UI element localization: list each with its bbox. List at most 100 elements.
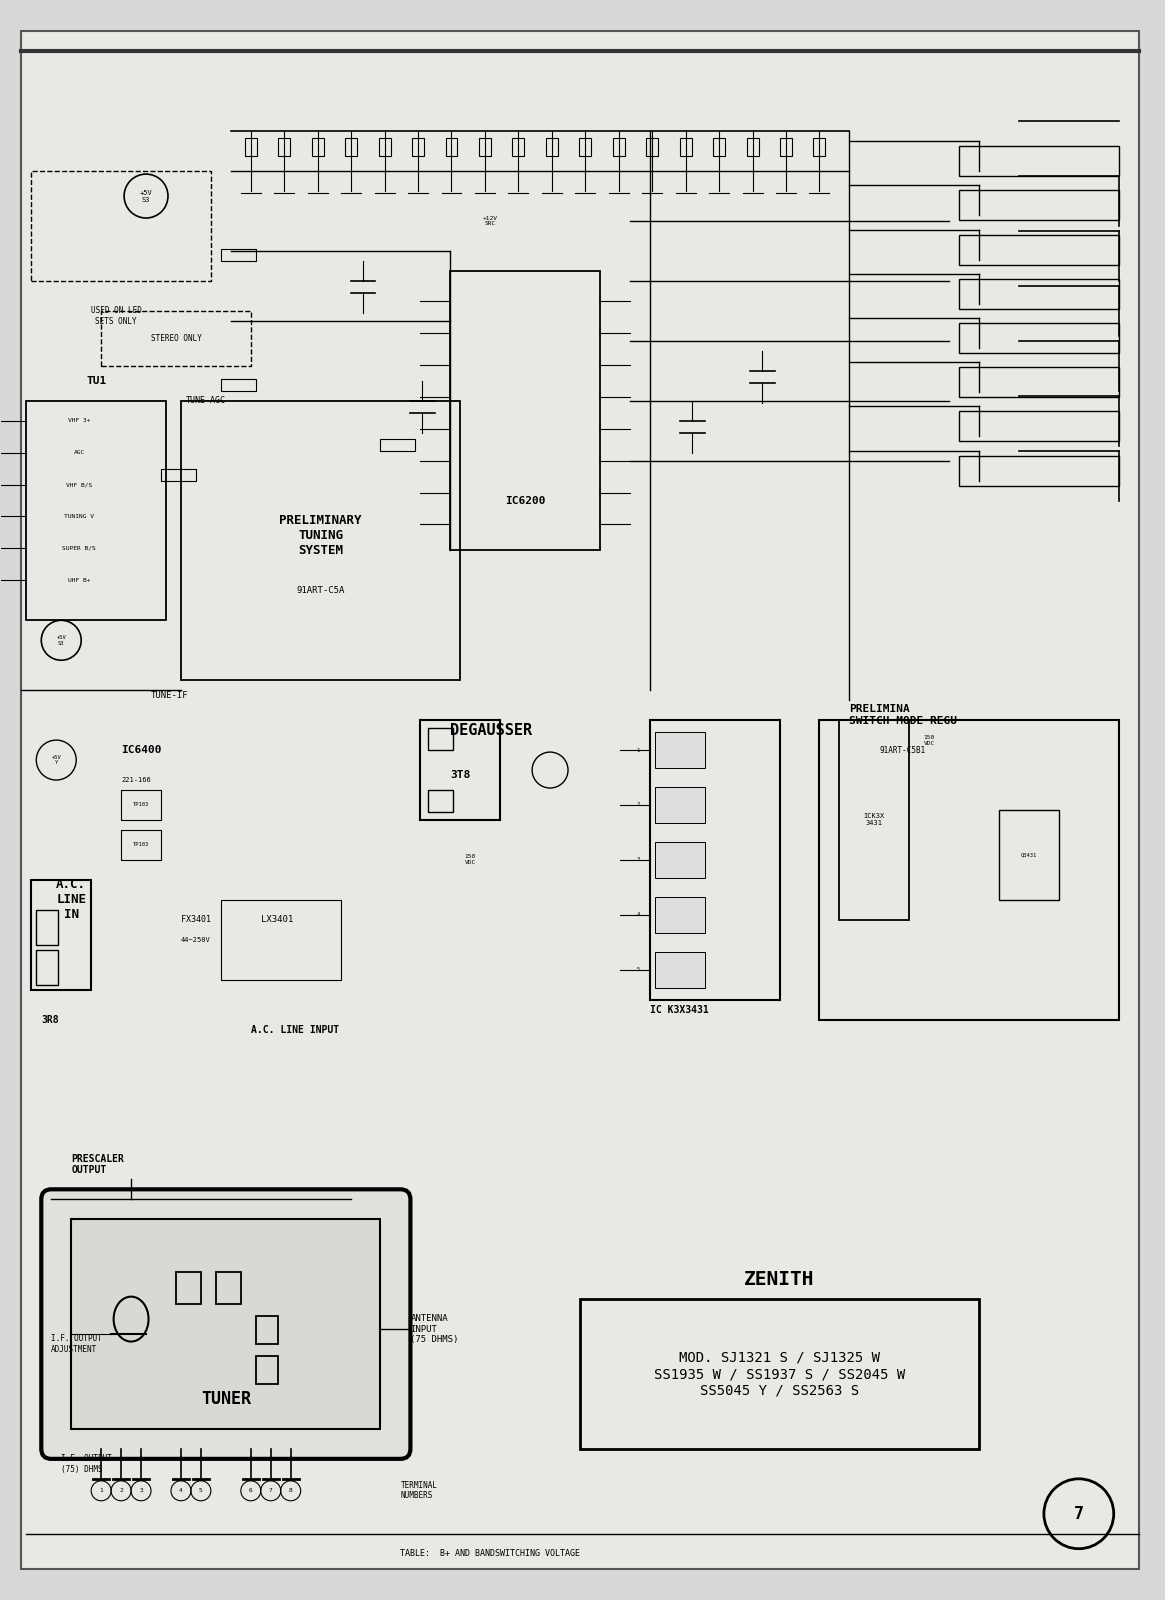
Bar [121,830,161,859]
Bar [650,720,779,1000]
Text: 5: 5 [199,1488,203,1493]
Text: IC6400: IC6400 [121,746,162,755]
Text: VHF 3+: VHF 3+ [68,418,91,422]
Bar [655,787,705,822]
Bar [647,138,658,157]
Text: SUPER B/S: SUPER B/S [63,546,96,550]
Bar [181,400,460,680]
Text: 3T8: 3T8 [450,770,471,781]
Text: 8: 8 [289,1488,292,1493]
Bar [959,456,1118,485]
Text: 3: 3 [636,858,640,862]
Text: 7: 7 [1074,1504,1083,1523]
Bar [655,952,705,987]
Bar [959,411,1118,442]
Bar [546,138,558,157]
Text: IC6200: IC6200 [504,496,545,506]
Text: A.C. LINE INPUT: A.C. LINE INPUT [250,1024,339,1035]
Bar [36,910,58,944]
Bar [655,733,705,768]
Text: I.F. OUTPUT
(75) DHMS: I.F. OUTPUT (75) DHMS [62,1454,112,1474]
Bar [747,138,758,157]
Text: 3R8: 3R8 [41,1014,59,1024]
Text: TABLE:  B+ AND BANDSWITCHING VOLTAGE: TABLE: B+ AND BANDSWITCHING VOLTAGE [401,1549,580,1558]
Text: MOD. SJ1321 S / SJ1325 W
SS1935 W / SS1937 S / SS2045 W
SS5045 Y / SS2563 S: MOD. SJ1321 S / SJ1325 W SS1935 W / SS19… [654,1350,905,1397]
Bar [959,278,1118,309]
Bar [221,379,256,390]
Bar [36,950,58,984]
Text: TP103: TP103 [133,843,149,848]
Bar [245,138,256,157]
Bar [819,720,1118,1019]
Bar [655,898,705,933]
Bar [221,250,256,261]
Bar [161,469,196,480]
Bar [959,190,1118,221]
Text: +5V
Y: +5V Y [51,755,61,765]
Text: TP103: TP103 [133,803,149,808]
Bar [959,146,1118,176]
Text: PRELIMINARY
TUNING
SYSTEM: PRELIMINARY TUNING SYSTEM [280,514,362,557]
Text: ZENITH: ZENITH [744,1270,814,1288]
Text: TUNER: TUNER [200,1390,250,1408]
Bar [176,1272,200,1304]
Bar [959,235,1118,264]
Bar [840,720,909,920]
Text: 44~250V: 44~250V [181,936,211,942]
Text: 4: 4 [179,1488,183,1493]
Bar [713,138,725,157]
Text: 150
VDC: 150 VDC [924,734,934,746]
Bar [345,138,358,157]
Text: A.C.
LINE
IN: A.C. LINE IN [56,878,86,922]
Text: +12V
SRC: +12V SRC [482,216,497,227]
Bar [451,270,600,550]
Text: FX3401: FX3401 [181,915,211,925]
Text: LX3401: LX3401 [261,915,294,925]
Bar [1000,810,1059,899]
Bar [278,138,290,157]
Bar [379,138,390,157]
Bar [312,138,324,157]
Bar [101,310,250,366]
Text: IC K3X3431: IC K3X3431 [650,1005,708,1014]
Bar [580,1299,979,1450]
Text: +5V
S3: +5V S3 [56,635,66,646]
Text: TUNE-AGC: TUNE-AGC [186,397,226,405]
Text: 6: 6 [249,1488,253,1493]
Text: AGC: AGC [73,450,85,454]
Bar [813,138,826,157]
Text: TUNE-IF: TUNE-IF [151,691,189,699]
Text: 7: 7 [269,1488,273,1493]
Text: USED ON LED
SETS ONLY: USED ON LED SETS ONLY [91,306,142,325]
Text: +5V
S3: +5V S3 [140,189,153,203]
Text: STEREO ONLY: STEREO ONLY [150,334,202,344]
Text: TUNING V: TUNING V [64,514,94,518]
Bar [513,138,524,157]
Bar [31,171,211,282]
Text: 221-166: 221-166 [121,778,150,782]
Text: DEGAUSSER: DEGAUSSER [451,723,532,738]
Text: 1: 1 [636,747,640,752]
Bar [31,880,91,990]
Bar [256,1357,277,1384]
Bar [221,899,340,979]
Text: 2: 2 [636,803,640,808]
Text: 2: 2 [119,1488,123,1493]
Bar [27,400,165,621]
Bar [429,728,453,750]
Text: PRELIMINA
SWITCH MODE REGU: PRELIMINA SWITCH MODE REGU [849,704,958,726]
Text: 1: 1 [99,1488,103,1493]
Bar [216,1272,241,1304]
Text: 91ART-C5B1: 91ART-C5B1 [880,746,925,755]
Bar [421,720,500,819]
Text: ICK3X
3431: ICK3X 3431 [863,813,885,827]
Bar [381,438,416,451]
Text: 150
VDC: 150 VDC [465,854,475,866]
Bar [412,138,424,157]
Text: 3: 3 [139,1488,143,1493]
Text: VHF B/S: VHF B/S [66,482,92,486]
Bar [679,138,692,157]
Bar [479,138,490,157]
Text: Q3431: Q3431 [1021,853,1037,858]
Text: TERMINAL
NUMBERS: TERMINAL NUMBERS [401,1482,437,1501]
